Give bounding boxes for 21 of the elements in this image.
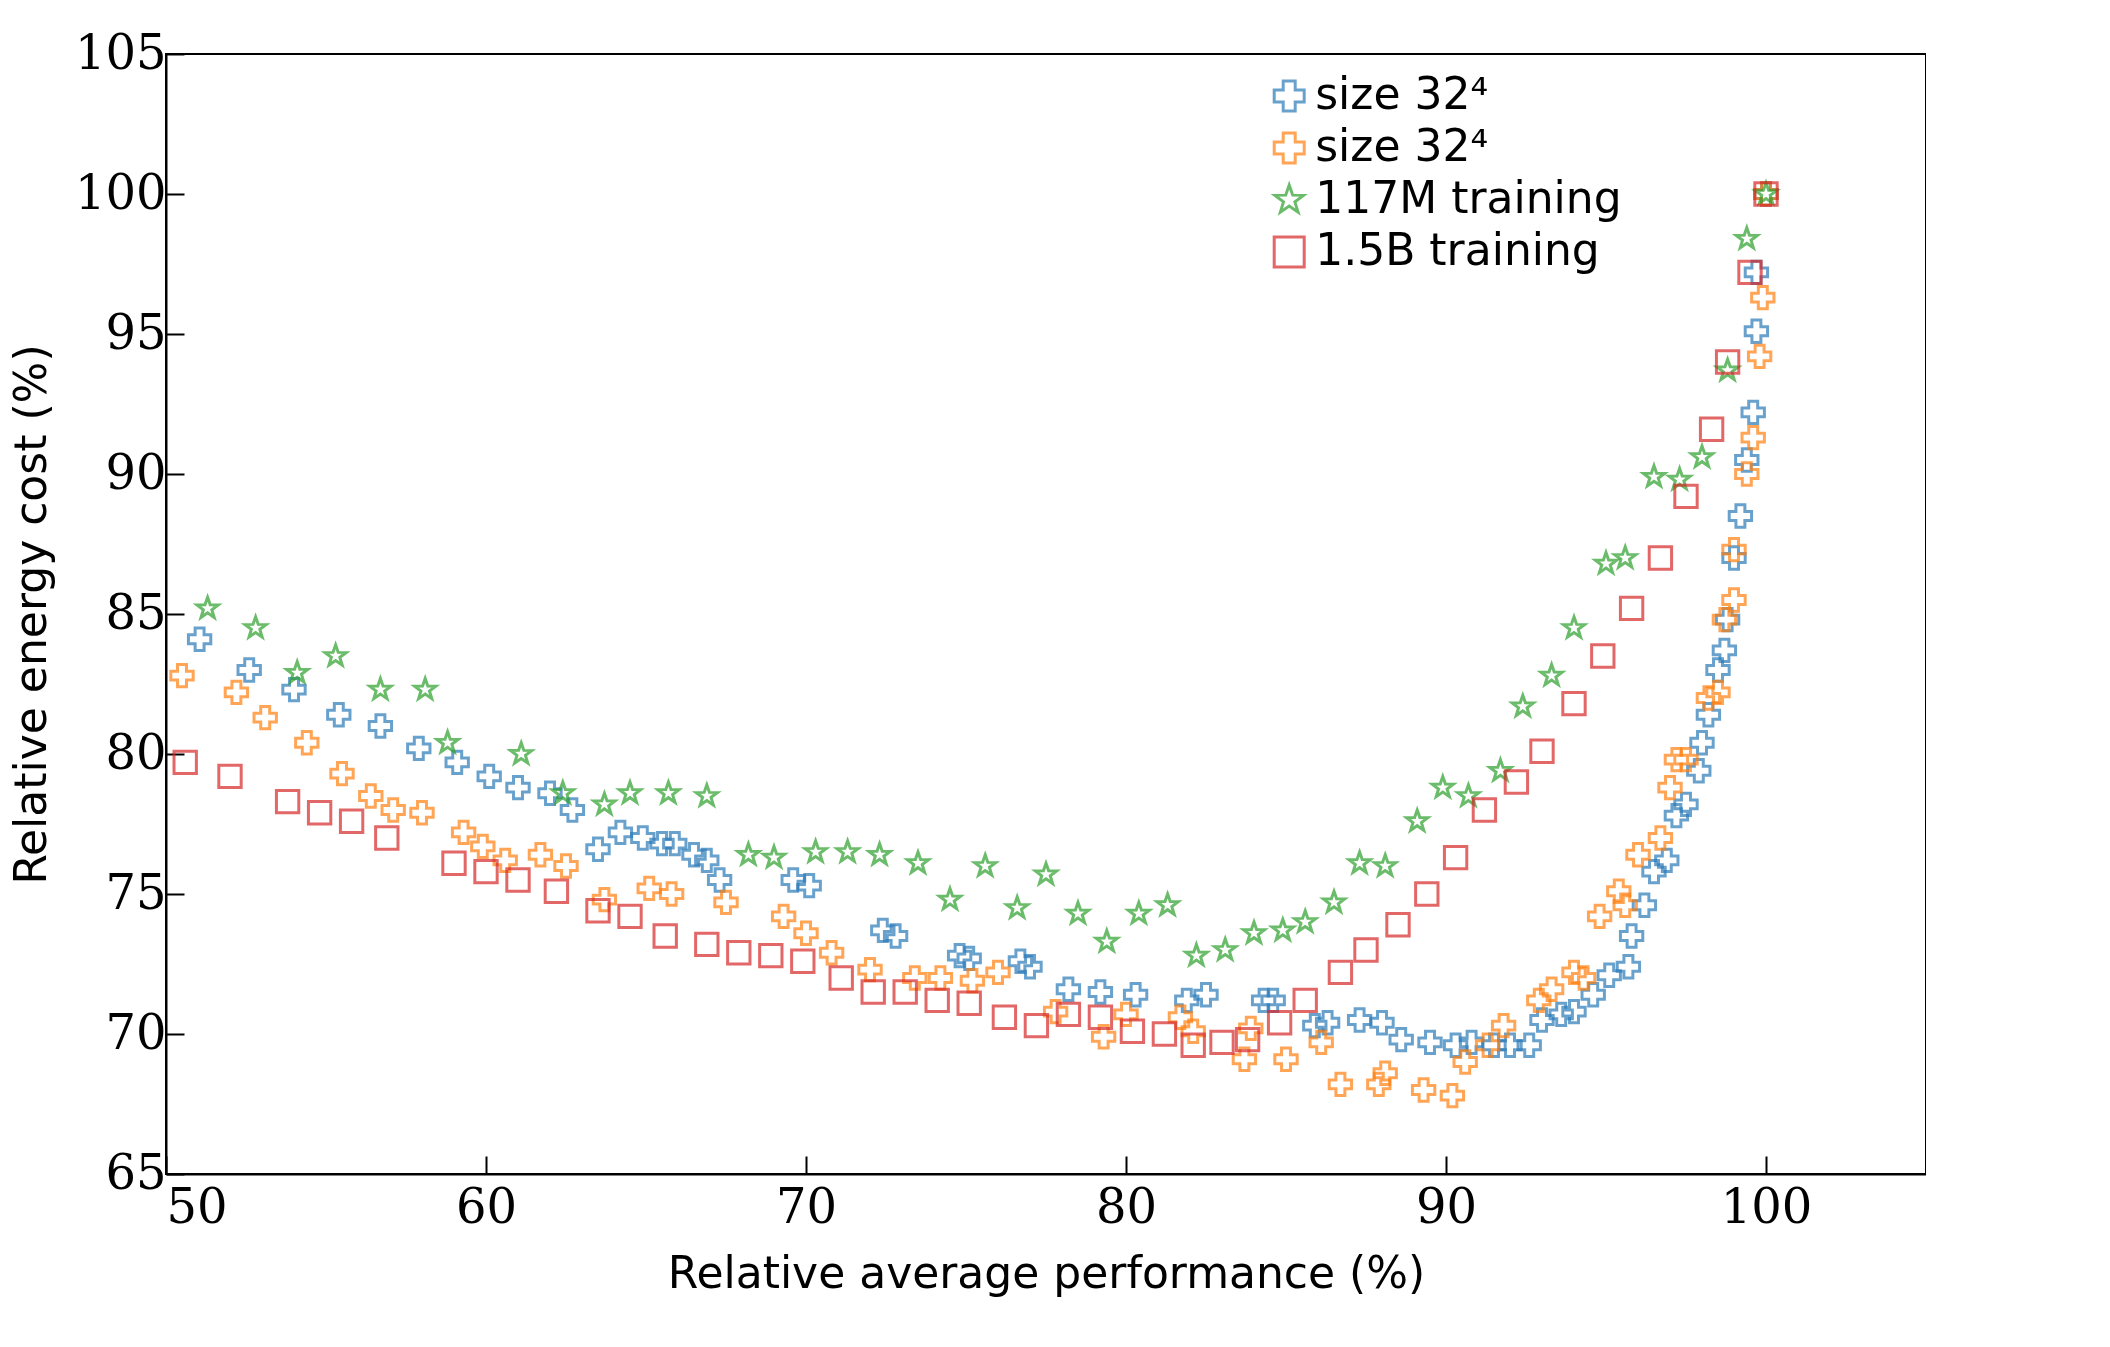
y-tick-label: 75 xyxy=(105,863,167,920)
legend-label: size 32⁴ xyxy=(1315,68,1489,119)
x-tick-label: 80 xyxy=(1095,1177,1158,1234)
legend-label: size 32⁴ xyxy=(1315,120,1489,171)
legend-label: 1.5B training xyxy=(1315,224,1600,275)
y-tick-label: 70 xyxy=(105,1003,167,1060)
x-axis-title: Relative average performance (%) xyxy=(667,1246,1426,1298)
x-tick-label: 90 xyxy=(1415,1177,1478,1234)
x-tick-label: 50 xyxy=(166,1177,228,1234)
x-tick-label: 60 xyxy=(455,1177,518,1234)
y-tick-label: 90 xyxy=(105,443,167,500)
y-tick-label: 85 xyxy=(105,583,167,640)
y-tick-label: 80 xyxy=(105,723,167,780)
x-tick-label: 70 xyxy=(775,1177,838,1234)
y-axis-title: Relative energy cost (%) xyxy=(4,344,56,885)
y-tick-label: 65 xyxy=(105,1143,167,1200)
legend-label: 117M training xyxy=(1315,172,1622,223)
y-tick-label: 100 xyxy=(74,163,167,220)
y-tick-label: 95 xyxy=(105,303,167,360)
x-tick-label: 100 xyxy=(1720,1177,1813,1234)
y-tick-label: 105 xyxy=(74,23,167,80)
